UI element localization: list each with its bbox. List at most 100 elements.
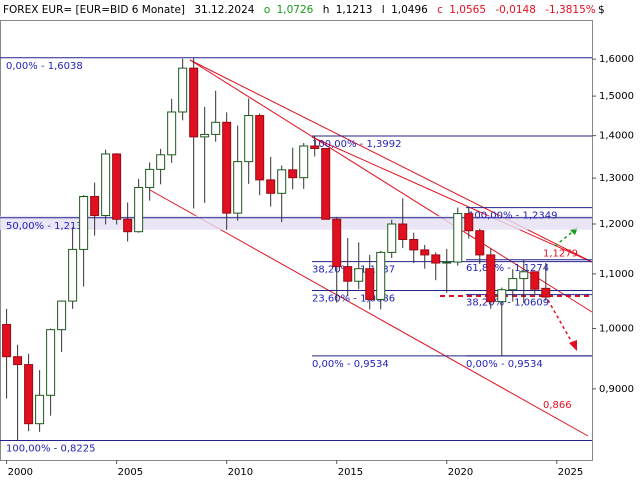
fib-label: 0,00% - 0,9534: [466, 359, 543, 370]
fib-label: 23,60% - 1,0686: [312, 293, 395, 304]
candle-body: [68, 248, 78, 302]
x-tick-label: 2025: [558, 467, 583, 478]
y-tick-label: 1,2000: [599, 219, 634, 230]
candle-body: [288, 169, 298, 179]
candle-body: [508, 278, 518, 291]
header-key: h: [323, 4, 330, 16]
candle-body: [156, 154, 166, 170]
candle-body: [387, 223, 397, 253]
candle-body: [255, 115, 265, 181]
candle-body: [354, 268, 364, 282]
header-instrument: FOREX EUR= [EUR=BID 6 Monate]: [3, 4, 185, 16]
header-value: 1,0565: [449, 4, 486, 16]
candle-body: [497, 289, 507, 303]
candle-body: [420, 249, 430, 256]
candle-body: [365, 268, 375, 300]
fib-label: 0,00% - 1,6038: [6, 61, 83, 72]
candle-body: [486, 254, 496, 303]
candle-body: [409, 238, 419, 251]
candle-body: [145, 168, 155, 188]
y-tick-label: 1,5000: [599, 91, 634, 102]
header-key: o: [264, 4, 270, 16]
header-change: -0,0148: [495, 4, 536, 16]
candle-body: [24, 364, 34, 425]
fib-label: 100,00% - 1,2349: [468, 211, 557, 222]
candle-body: [167, 111, 177, 156]
candle-body: [233, 161, 243, 214]
fib-label: 38,20% - 1,0609: [466, 298, 549, 309]
candle-body: [112, 153, 122, 220]
candle-body: [2, 324, 12, 358]
candle-body: [46, 329, 56, 396]
candle-body: [266, 179, 276, 194]
trend-line: [189, 59, 593, 313]
fib-label: 100,00% - 1,3992: [312, 139, 401, 150]
candle-body: [277, 169, 287, 194]
candle-body: [79, 195, 89, 250]
fib-label: 61,80% - 1,1274: [466, 263, 549, 274]
candle-body: [189, 67, 199, 138]
header-change-pct: -1,3815%: [545, 4, 596, 16]
candle-body: [222, 121, 232, 214]
candle-body: [101, 153, 111, 216]
trend-label: 0,866: [543, 400, 572, 411]
y-tick-label: 1,1000: [599, 269, 634, 280]
x-tick-label: 2010: [228, 467, 253, 478]
candle-body: [310, 145, 320, 149]
arrow-head: [569, 340, 577, 351]
arrow-down: [547, 299, 575, 347]
candle-body: [90, 195, 100, 216]
header: FOREX EUR= [EUR=BID 6 Monate] 31.12.2024…: [3, 4, 596, 16]
fib-label: 0,00% - 0,9534: [312, 359, 389, 370]
header-key: l: [382, 4, 385, 16]
y-tick-label: 1,3000: [599, 173, 634, 184]
candle-body: [134, 186, 144, 233]
candle-body: [211, 121, 221, 135]
x-tick-label: 2020: [448, 467, 473, 478]
candle-body: [398, 223, 408, 240]
fib-label: 38,20% - 1,1237: [312, 265, 395, 276]
arrow-up: [554, 228, 577, 247]
trend-line: [149, 189, 589, 437]
header-value: 1,0496: [391, 4, 428, 16]
fib-label: 50,00% - 1,2131: [6, 221, 89, 232]
plot-layer: 0,00% - 1,6038 100,00% - 1,3992 50,00% - 1…: [0, 54, 634, 478]
candle-body: [13, 356, 23, 366]
y-tick-label: 1,4000: [599, 131, 634, 142]
candle-body: [343, 266, 353, 282]
fib-band: [0, 215, 592, 230]
candle-body: [376, 251, 386, 300]
candle-body: [200, 133, 210, 138]
candle-body: [464, 213, 474, 232]
fib-label: 100,00% - 0,8225: [6, 444, 95, 455]
candle-body: [178, 67, 188, 113]
y-tick-label: 1,6000: [599, 54, 634, 65]
candle-body: [244, 115, 254, 163]
candle-body: [57, 300, 67, 331]
y-tick-label: 0,9000: [599, 384, 634, 395]
candle-body: [453, 213, 463, 263]
candle-body: [332, 218, 342, 268]
x-tick-label: 2005: [118, 467, 143, 478]
x-tick-label: 2015: [338, 467, 363, 478]
trend-line: [311, 136, 593, 263]
candle-body: [123, 218, 133, 233]
candle-body: [431, 254, 441, 264]
candle-body: [530, 271, 540, 290]
candle-body: [35, 394, 45, 425]
trend-label: 1,1279: [543, 249, 578, 260]
candle-body: [321, 147, 331, 220]
candle-body: [442, 261, 452, 264]
plot-frame: [0, 20, 593, 461]
y-tick-label: 1,0000: [599, 324, 634, 335]
header-date: 31.12.2024: [194, 4, 254, 16]
x-tick-label: 2000: [8, 467, 33, 478]
candle-body: [519, 271, 529, 280]
currency: $: [598, 4, 605, 16]
candle-body: [541, 287, 551, 298]
header-key: c: [437, 4, 443, 16]
candle-body: [299, 145, 309, 179]
